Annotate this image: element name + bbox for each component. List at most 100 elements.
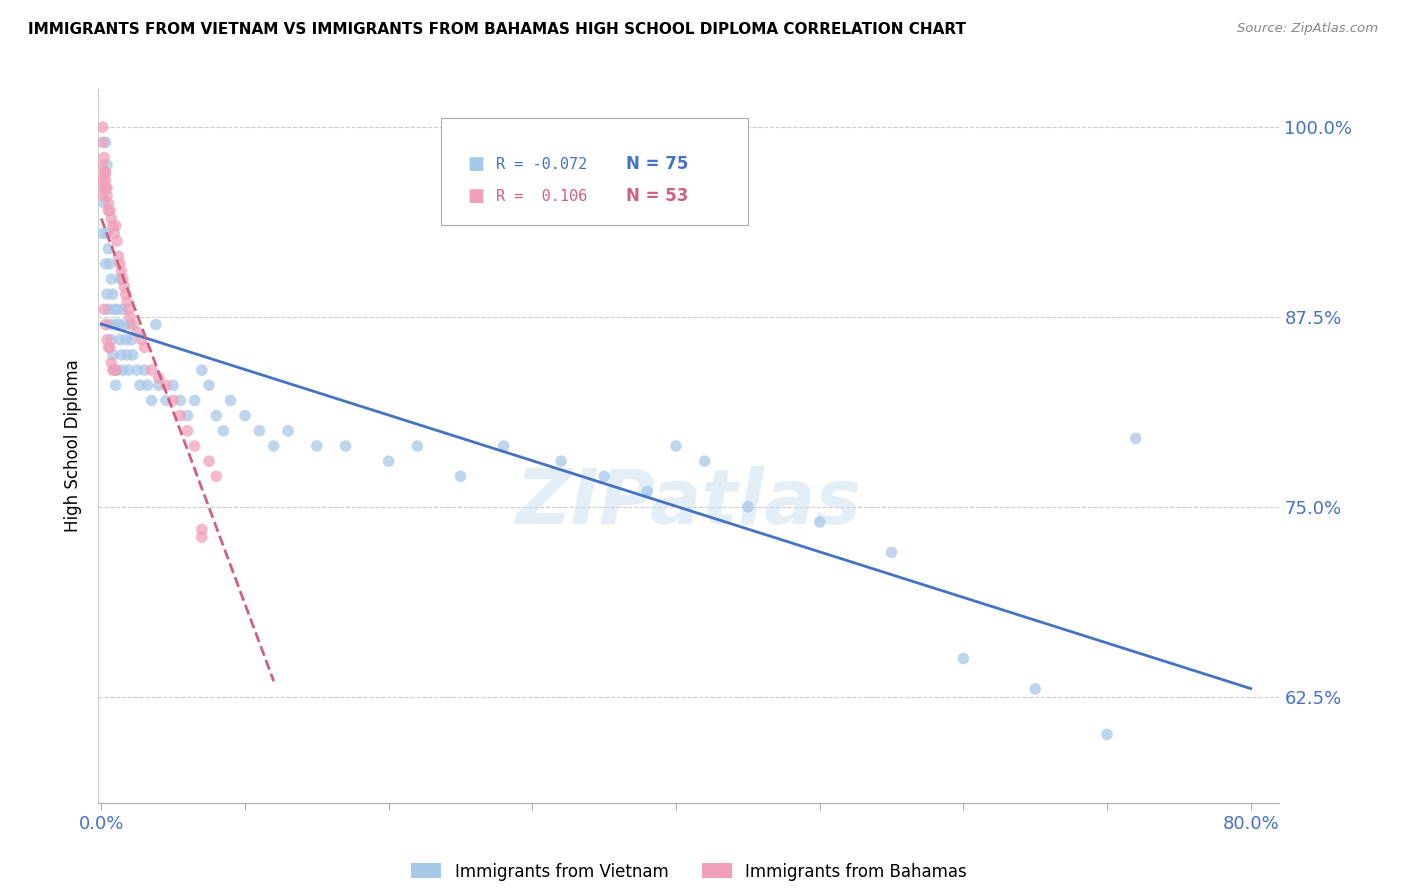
Point xyxy=(145,318,167,332)
Point xyxy=(198,454,221,468)
Point xyxy=(91,136,114,150)
Point xyxy=(107,318,129,332)
Point xyxy=(118,310,141,324)
Point xyxy=(212,424,235,438)
Point xyxy=(198,378,221,392)
Point xyxy=(108,272,131,286)
Point xyxy=(98,203,121,218)
Point xyxy=(101,363,124,377)
Point xyxy=(305,439,328,453)
Text: N = 53: N = 53 xyxy=(626,187,689,205)
Point xyxy=(450,469,472,483)
Text: ZIPatlas: ZIPatlas xyxy=(516,467,862,540)
Point xyxy=(97,196,120,211)
Point xyxy=(233,409,256,423)
Point xyxy=(406,439,429,453)
Point xyxy=(115,294,138,309)
Point xyxy=(94,166,117,180)
Point xyxy=(98,340,121,354)
Point xyxy=(96,333,118,347)
Point xyxy=(169,409,191,423)
Point xyxy=(96,188,118,202)
Point xyxy=(277,424,299,438)
Point xyxy=(127,363,149,377)
Point xyxy=(110,264,132,278)
Text: ■: ■ xyxy=(467,155,484,173)
Point xyxy=(155,378,177,392)
Point xyxy=(183,439,205,453)
Point xyxy=(219,393,242,408)
Point xyxy=(103,302,125,317)
Point xyxy=(162,378,184,392)
Text: IMMIGRANTS FROM VIETNAM VS IMMIGRANTS FROM BAHAMAS HIGH SCHOOL DIPLOMA CORRELATI: IMMIGRANTS FROM VIETNAM VS IMMIGRANTS FR… xyxy=(28,22,966,37)
Point xyxy=(129,378,152,392)
Point xyxy=(94,173,117,187)
Point xyxy=(93,151,115,165)
Point xyxy=(94,181,117,195)
Point xyxy=(97,302,120,317)
Point xyxy=(1024,681,1046,696)
Text: R = -0.072: R = -0.072 xyxy=(496,157,588,171)
Point xyxy=(93,181,115,195)
Point xyxy=(105,363,128,377)
Point xyxy=(176,424,198,438)
Point xyxy=(114,333,136,347)
Point xyxy=(134,340,156,354)
Point xyxy=(118,318,141,332)
Point xyxy=(111,302,134,317)
Point xyxy=(117,302,139,317)
Point xyxy=(492,439,515,453)
Point xyxy=(97,203,120,218)
Text: ■: ■ xyxy=(467,187,484,205)
Point xyxy=(191,363,214,377)
Point xyxy=(148,370,170,384)
Point xyxy=(247,424,270,438)
Point xyxy=(101,348,124,362)
Point xyxy=(880,545,903,559)
Point xyxy=(127,325,149,339)
Point xyxy=(183,393,205,408)
Point xyxy=(111,363,134,377)
Point xyxy=(96,181,118,195)
Point xyxy=(104,363,127,377)
Point xyxy=(737,500,759,514)
Point xyxy=(952,651,974,665)
Point xyxy=(93,166,115,180)
Point xyxy=(191,523,214,537)
Point xyxy=(121,333,143,347)
Text: Source: ZipAtlas.com: Source: ZipAtlas.com xyxy=(1237,22,1378,36)
Point xyxy=(808,515,831,529)
Point xyxy=(112,318,135,332)
Point xyxy=(93,302,115,317)
Point xyxy=(96,287,118,301)
Point xyxy=(94,166,117,180)
Point xyxy=(636,484,658,499)
Point xyxy=(107,249,129,263)
Point xyxy=(122,318,145,332)
Point xyxy=(176,409,198,423)
Point xyxy=(100,333,122,347)
Point xyxy=(97,242,120,256)
Y-axis label: High School Diploma: High School Diploma xyxy=(65,359,83,533)
Point xyxy=(91,227,114,241)
Point xyxy=(665,439,688,453)
Point xyxy=(103,227,125,241)
Point xyxy=(101,219,124,233)
Point xyxy=(112,279,135,293)
Text: R =  0.106: R = 0.106 xyxy=(496,189,588,203)
Point xyxy=(205,409,228,423)
Point xyxy=(136,378,159,392)
Point xyxy=(94,257,117,271)
Point xyxy=(1095,727,1118,741)
Point xyxy=(155,393,177,408)
Point xyxy=(122,348,145,362)
Point xyxy=(148,378,170,392)
Point xyxy=(693,454,716,468)
Point xyxy=(103,363,125,377)
Point xyxy=(335,439,357,453)
Point xyxy=(100,272,122,286)
Legend: Immigrants from Vietnam, Immigrants from Bahamas: Immigrants from Vietnam, Immigrants from… xyxy=(405,856,973,888)
Point xyxy=(100,355,122,369)
Point xyxy=(104,219,127,233)
Point xyxy=(98,318,121,332)
